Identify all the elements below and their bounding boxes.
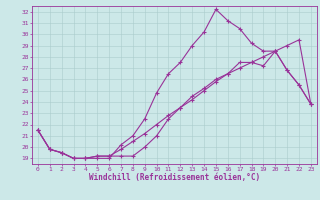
X-axis label: Windchill (Refroidissement éolien,°C): Windchill (Refroidissement éolien,°C) bbox=[89, 173, 260, 182]
